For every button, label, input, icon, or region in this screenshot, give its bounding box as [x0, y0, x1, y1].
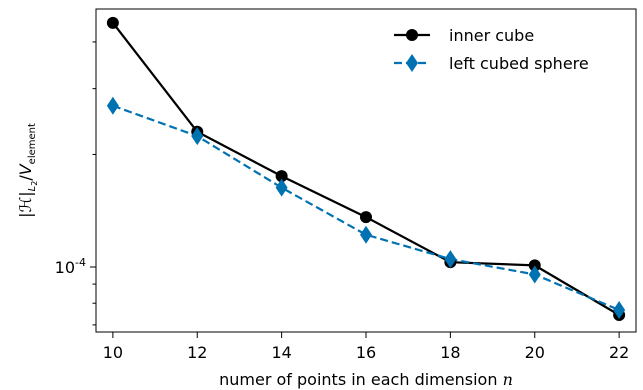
y-label-v-sub: element	[27, 123, 38, 164]
point-left-cubed-sphere-10	[106, 96, 119, 115]
x-tick-label-12: 12	[187, 343, 207, 362]
x-tick-label-10: 10	[103, 343, 123, 362]
y-label-bar-left: |	[16, 213, 35, 218]
series-layer	[106, 16, 626, 321]
x-axis: 10 12 14 16 18 20 22	[103, 332, 629, 362]
x-axis-label: numer of points in each dimension n	[219, 370, 513, 389]
y-axis: 10-4	[55, 41, 96, 326]
y-label-script-h: ℋ	[16, 197, 35, 213]
y-label-v: V	[16, 163, 35, 175]
legend-box	[380, 18, 628, 82]
x-tick-label-22: 22	[609, 343, 629, 362]
y-label-bar-right: |	[16, 191, 35, 196]
point-left-cubed-sphere-22	[613, 301, 626, 320]
legend-marker-inner-cube	[406, 29, 418, 41]
x-axis-label-text: numer of points in each dimension	[219, 370, 497, 389]
y-axis-label: |ℋ|L2/Velement	[16, 123, 39, 218]
series-line-left-cubed-sphere	[112, 104, 620, 312]
y-tick-label-0: 10-4	[55, 256, 86, 277]
point-inner-cube-16	[360, 211, 372, 224]
point-left-cubed-sphere-12	[191, 127, 204, 146]
point-left-cubed-sphere-16	[360, 225, 372, 244]
point-left-cubed-sphere-18	[444, 250, 457, 269]
y-label-slash: /	[16, 175, 35, 181]
x-tick-label-18: 18	[440, 343, 460, 362]
legend-marker-left-cubed-sphere	[406, 54, 418, 72]
point-inner-cube-14	[275, 170, 288, 183]
legend: inner cube left cubed sphere	[380, 18, 628, 82]
point-left-cubed-sphere-20	[528, 265, 541, 284]
x-tick-label-16: 16	[356, 343, 376, 362]
y-label-sub-l: L	[27, 186, 38, 192]
legend-label-left-cubed-sphere: left cubed sphere	[449, 54, 589, 73]
point-inner-cube-20	[528, 259, 541, 272]
point-left-cubed-sphere-14	[275, 178, 288, 197]
x-tick-label-14: 14	[271, 343, 291, 362]
point-inner-cube-10	[106, 16, 119, 29]
legend-label-inner-cube: inner cube	[449, 26, 534, 45]
y-label-sub-2: 2	[30, 181, 39, 186]
x-tick-label-20: 20	[525, 343, 545, 362]
x-axis-label-variable: n	[503, 370, 513, 389]
